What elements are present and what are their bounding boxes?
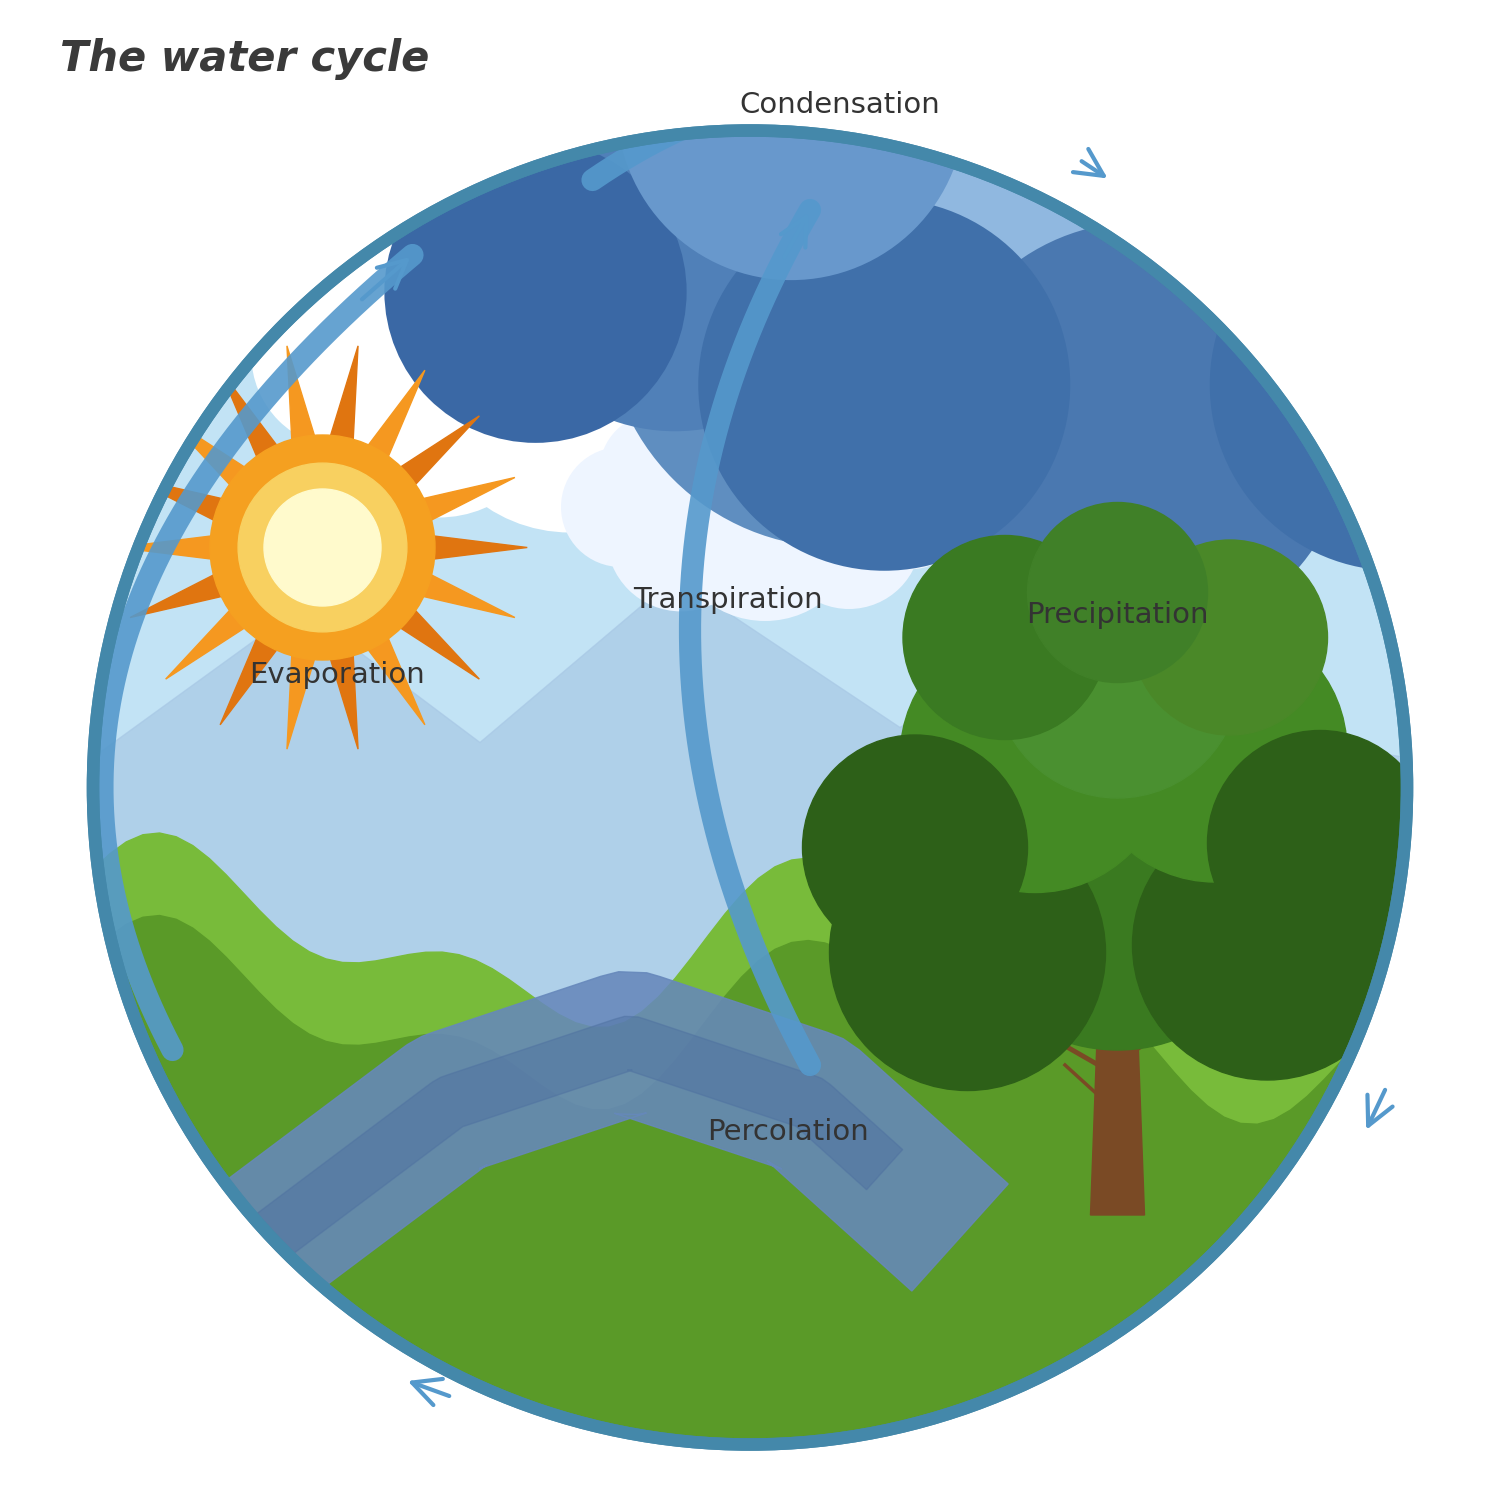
Circle shape xyxy=(1083,618,1347,882)
Polygon shape xyxy=(165,604,252,680)
Circle shape xyxy=(264,489,381,606)
Circle shape xyxy=(238,464,406,632)
Circle shape xyxy=(251,261,438,448)
Polygon shape xyxy=(393,604,480,680)
Circle shape xyxy=(384,141,687,442)
Circle shape xyxy=(777,465,921,609)
Circle shape xyxy=(1071,0,1500,291)
Circle shape xyxy=(561,447,681,567)
Circle shape xyxy=(489,58,861,432)
Circle shape xyxy=(600,414,714,528)
Polygon shape xyxy=(130,572,231,618)
Circle shape xyxy=(1208,730,1432,956)
Polygon shape xyxy=(93,833,1407,1500)
Circle shape xyxy=(830,815,1106,1090)
Polygon shape xyxy=(64,972,1008,1464)
Polygon shape xyxy=(130,477,231,524)
Circle shape xyxy=(900,622,1170,892)
Circle shape xyxy=(1209,82,1500,548)
Polygon shape xyxy=(414,572,514,618)
Circle shape xyxy=(903,536,1107,740)
Text: Percolation: Percolation xyxy=(706,1119,868,1146)
Circle shape xyxy=(861,0,1419,548)
Circle shape xyxy=(322,285,555,518)
Circle shape xyxy=(1132,810,1402,1080)
Polygon shape xyxy=(220,370,282,465)
Circle shape xyxy=(606,462,756,612)
Polygon shape xyxy=(424,536,528,560)
Circle shape xyxy=(382,166,627,411)
Circle shape xyxy=(698,200,1071,572)
Circle shape xyxy=(616,0,966,280)
Polygon shape xyxy=(414,477,514,524)
Polygon shape xyxy=(286,346,316,448)
Polygon shape xyxy=(117,536,220,560)
Circle shape xyxy=(588,288,813,513)
Circle shape xyxy=(420,232,720,532)
Circle shape xyxy=(802,735,1028,960)
Polygon shape xyxy=(363,370,424,465)
Text: Evaporation: Evaporation xyxy=(249,662,426,688)
Polygon shape xyxy=(393,416,480,491)
Polygon shape xyxy=(93,915,1407,1500)
Circle shape xyxy=(930,222,1350,640)
Circle shape xyxy=(1028,503,1208,682)
Circle shape xyxy=(952,720,1282,1050)
Circle shape xyxy=(645,387,801,543)
Circle shape xyxy=(93,130,1407,1444)
Text: The water cycle: The water cycle xyxy=(60,38,429,80)
Text: Precipitation: Precipitation xyxy=(1026,602,1209,628)
Circle shape xyxy=(648,209,828,388)
Circle shape xyxy=(930,0,1350,129)
Polygon shape xyxy=(1090,1013,1144,1215)
Polygon shape xyxy=(286,646,316,748)
Text: Condensation: Condensation xyxy=(740,92,940,118)
Circle shape xyxy=(1314,0,1500,280)
Circle shape xyxy=(312,209,492,388)
Polygon shape xyxy=(93,578,1407,1500)
Polygon shape xyxy=(328,346,358,448)
Polygon shape xyxy=(220,630,282,724)
Circle shape xyxy=(741,387,885,531)
Circle shape xyxy=(994,552,1240,798)
Circle shape xyxy=(1419,58,1500,432)
Circle shape xyxy=(698,256,892,452)
Text: Transpiration: Transpiration xyxy=(633,586,822,613)
Polygon shape xyxy=(165,416,252,491)
Polygon shape xyxy=(328,646,358,748)
Circle shape xyxy=(816,414,930,528)
Circle shape xyxy=(846,444,972,570)
Circle shape xyxy=(669,429,861,621)
Circle shape xyxy=(768,0,1233,315)
Circle shape xyxy=(604,82,1071,548)
Circle shape xyxy=(1209,200,1500,572)
Circle shape xyxy=(1132,540,1328,735)
Circle shape xyxy=(532,166,758,392)
Polygon shape xyxy=(174,1017,903,1344)
Polygon shape xyxy=(363,630,424,724)
Circle shape xyxy=(210,435,435,660)
